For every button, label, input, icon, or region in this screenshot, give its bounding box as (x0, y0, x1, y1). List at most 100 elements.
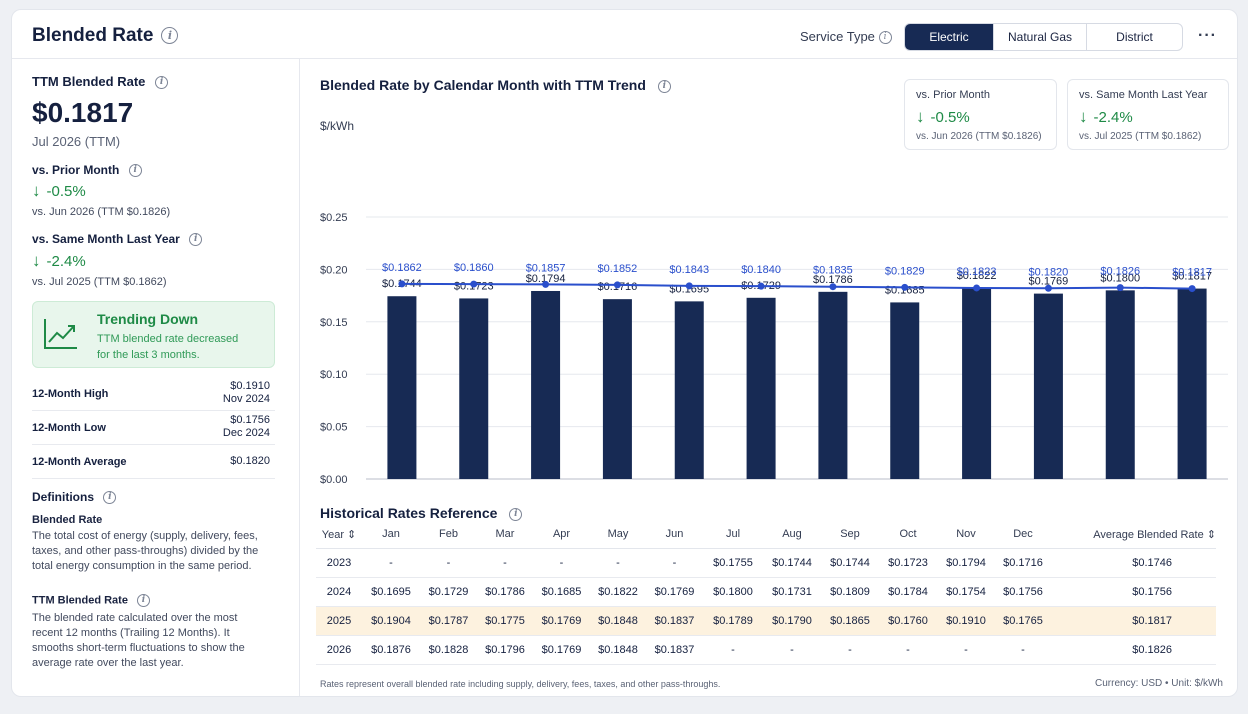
stat-date: Nov 2024 (222, 393, 270, 405)
table-cell: - (646, 548, 703, 578)
footnote: Rates represent overall blended rate inc… (320, 679, 721, 689)
kpi-label: vs. Same Month Last Year (1079, 89, 1208, 101)
tab-electric[interactable]: Electric (905, 24, 993, 50)
currency-unit: Currency: USD • Unit: $/kWh (1095, 678, 1223, 689)
info-icon[interactable]: i (155, 76, 169, 90)
stat-value: $0.1820 (230, 455, 270, 468)
table-cell: $0.1828 (420, 635, 477, 665)
info-icon[interactable]: i (161, 27, 179, 45)
table-cell: - (821, 635, 879, 665)
prior-month-value: -0.5% (46, 183, 86, 200)
blended-rate-card: Blended Rate i Service Type i Electric Na… (11, 9, 1238, 697)
column-header[interactable]: Average Blended Rate ⇕ (1051, 521, 1216, 549)
table-cell: $0.1756 (1051, 577, 1216, 607)
ttm-label-text: TTM Blended Rate (32, 74, 146, 89)
table-cell: $0.1837 (646, 606, 703, 636)
bar (602, 299, 632, 479)
yoy-label: vs. Same Month Last Year i (32, 232, 203, 247)
x-tick-label: Nov 2025 (594, 488, 641, 489)
table-cell: $0.1826 (1051, 635, 1216, 665)
reference-title-text: Historical Rates Reference (320, 505, 498, 521)
x-tick-label: Jul 2026 (1171, 488, 1213, 489)
info-icon[interactable]: i (137, 594, 151, 607)
kpi-prior-month: vs. Prior Month ↓ -0.5% vs. Jun 2026 (TTM… (904, 79, 1057, 150)
def-ttm-title-text: TTM Blended Rate (32, 594, 128, 607)
stat-value: $0.1910 Nov 2024 (223, 380, 270, 406)
table-row: 2025 $0.1904 $0.1787 $0.1775 $0.1769 $0.1848 $… (316, 606, 1216, 636)
service-type-text: Service Type (800, 29, 875, 44)
table-cell: - (937, 635, 995, 665)
table-cell: - (420, 548, 477, 578)
x-tick-label: Feb 2026 (810, 488, 856, 489)
table-body: 2023- - - - - - $0.1755 $0.1744 $0.1744 $0.1723 $0… (316, 548, 1216, 665)
tab-district-steam[interactable]: District Steam (1086, 24, 1182, 50)
bar-label: $0.1800 (1100, 272, 1140, 284)
main-panel: Blended Rate by Calendar Month with TTM … (300, 59, 1237, 696)
table-cell: 2023 (316, 548, 362, 578)
table-cell: $0.1809 (821, 577, 879, 607)
table-cell: $0.1723 (879, 548, 937, 578)
table-row: 2023- - - - - - $0.1755 $0.1744 $0.1744 $0.1723 $0… (316, 548, 1216, 578)
table-cell: $0.1789 (703, 606, 763, 636)
ttm-point (829, 283, 837, 291)
reference-title: Historical Rates Reference i (320, 505, 523, 521)
table-cell: $0.1794 (937, 548, 995, 578)
table-cell: $0.1848 (590, 606, 646, 636)
info-icon[interactable]: i (189, 233, 203, 247)
table-cell: - (879, 635, 937, 665)
ttm-point (398, 280, 406, 288)
ttm-point (973, 284, 981, 292)
column-header: Feb (420, 521, 477, 549)
ttm-line (401, 282, 1193, 290)
yoy-change: ↓ -2.4% (32, 251, 86, 271)
table-cell: 2025 (316, 606, 362, 636)
page-title-text: Blended Rate (32, 25, 154, 46)
column-header: Oct (879, 521, 937, 549)
stat-value-text: $0.1820 (230, 455, 270, 467)
table-row: 2024 $0.1695 $0.1729 $0.1786 $0.1685 $0.1822 $… (316, 577, 1216, 607)
arrow-down-icon: ↓ (1079, 107, 1088, 126)
x-tick-label: Oct 2025 (523, 488, 568, 489)
rate-chart: $0.00$0.05$0.10$0.15$0.20$0.25$0.1744Aug… (320, 212, 1228, 489)
x-tick-label: Aug 2025 (378, 488, 425, 489)
table-cell: - (703, 635, 763, 665)
table-cell: $0.1790 (763, 606, 821, 636)
stat-value-text: $0.1910 (230, 380, 270, 392)
def-line: average rate over the last year. (32, 657, 184, 669)
x-tick-label: Dec 2025 (666, 488, 713, 489)
info-icon[interactable]: i (103, 491, 117, 505)
table-cell: $0.1744 (763, 548, 821, 578)
ttm-label: $0.1823 (957, 266, 997, 278)
bar (890, 302, 920, 479)
more-menu-icon[interactable]: ··· (1198, 27, 1217, 44)
table-cell: $0.1787 (420, 606, 477, 636)
service-type-toggle: Electric Natural Gas District Steam (904, 23, 1183, 51)
ttm-label: $0.1857 (526, 262, 566, 274)
ttm-label: $0.1820 (1029, 266, 1069, 278)
def-line: total energy consumption in the same per… (32, 560, 252, 572)
tab-natural-gas[interactable]: Natural Gas (993, 24, 1086, 50)
bar (1105, 290, 1135, 479)
table-cell: $0.1800 (703, 577, 763, 607)
ttm-label: TTM Blended Rate i (32, 74, 169, 90)
yoy-value: -2.4% (46, 253, 86, 270)
kpi-value-text: -2.4% (1093, 109, 1133, 126)
def-line: The total cost of energy (supply, delive… (32, 530, 258, 542)
info-icon[interactable]: i (878, 31, 892, 45)
historical-rates-table: Year ⇕ Jan Feb Mar Apr May Jun Jul Aug Sep Oct Nov D… (316, 521, 1216, 665)
trending-chart-icon (44, 319, 77, 349)
arrow-down-icon: ↓ (916, 107, 925, 126)
trend-title: Trending Down (97, 311, 199, 327)
ttm-point (1188, 285, 1196, 293)
column-header[interactable]: Year ⇕ (316, 521, 362, 549)
stat-date: Dec 2024 (222, 427, 270, 439)
table-cell: $0.1744 (821, 548, 879, 578)
table-row: 2026 $0.1876 $0.1828 $0.1796 $0.1769 $0.1848 $… (316, 635, 1216, 665)
sidebar: TTM Blended Rate i $0.1817 Jul 2026 (TTM… (12, 59, 300, 696)
info-icon[interactable]: i (509, 507, 523, 521)
bar (531, 290, 561, 479)
x-tick-label: Mar 2026 (882, 488, 928, 489)
table-cell: - (763, 635, 821, 665)
info-icon[interactable]: i (657, 79, 671, 93)
info-icon[interactable]: i (128, 164, 142, 178)
